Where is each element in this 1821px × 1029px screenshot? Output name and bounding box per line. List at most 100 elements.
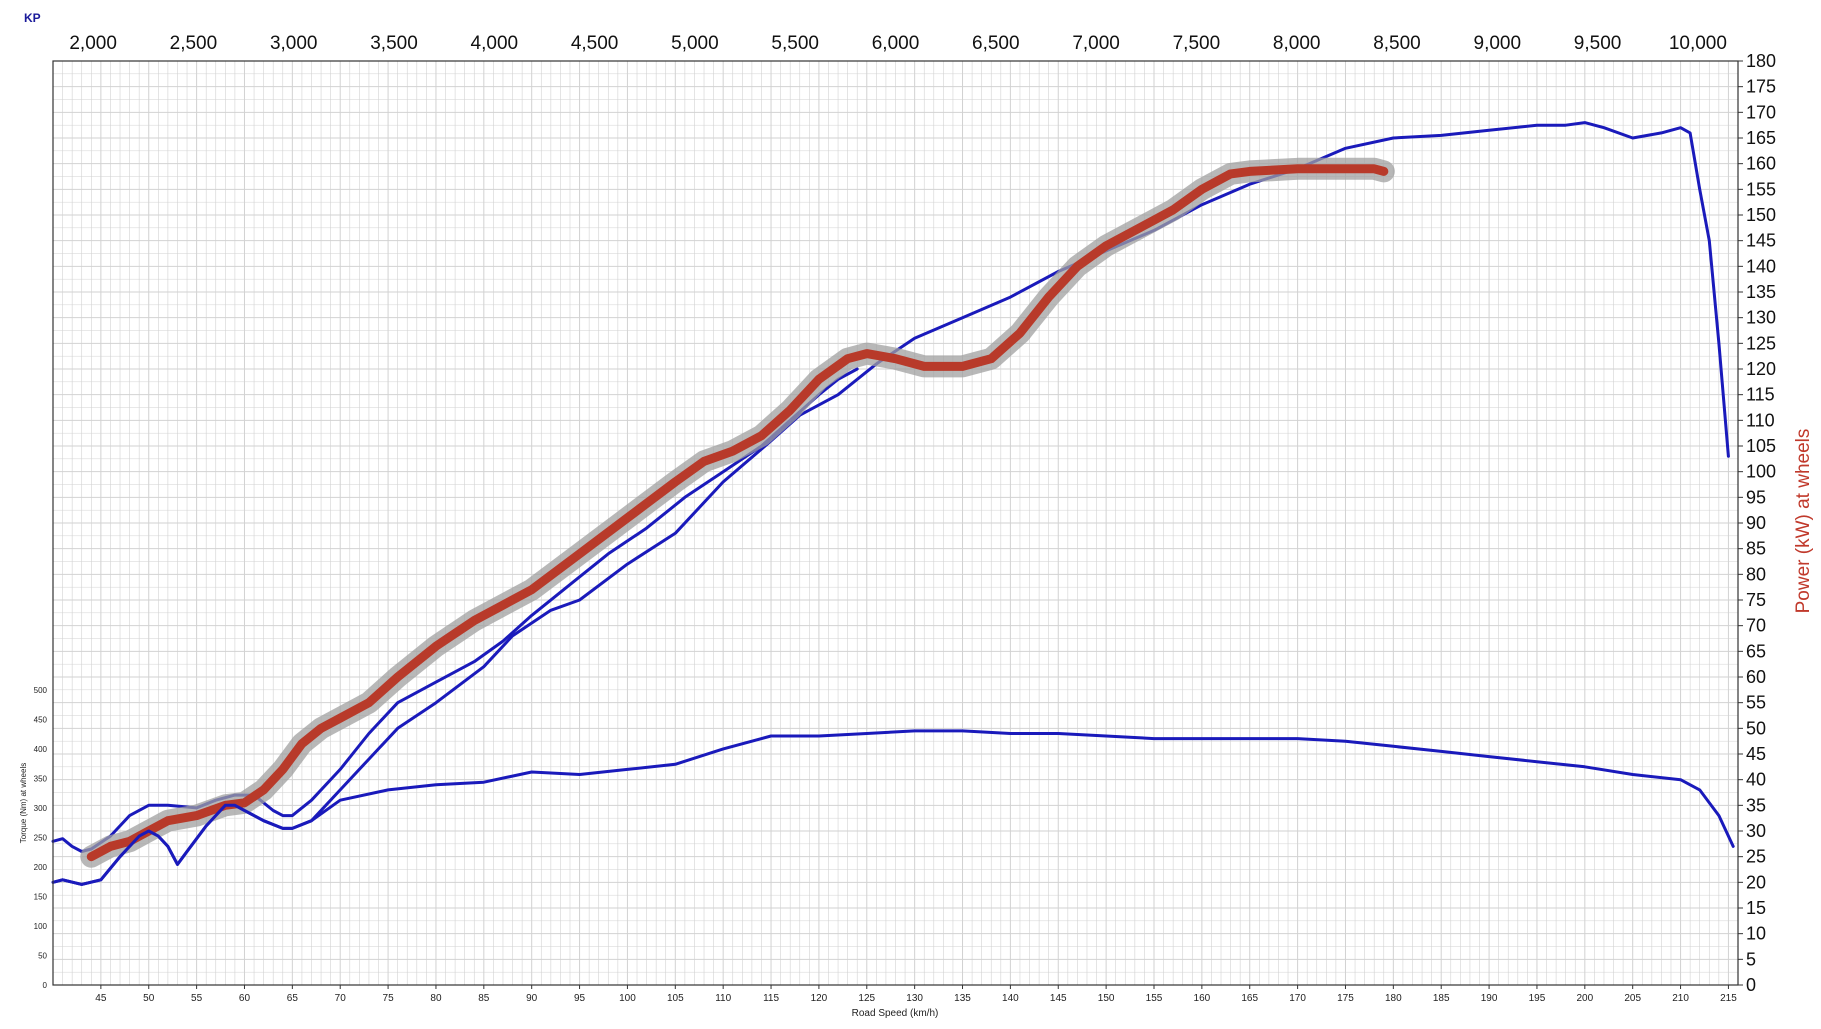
power-tick-label: 85 <box>1746 539 1766 559</box>
speed-tick-label: 185 <box>1433 993 1450 1004</box>
rpm-tick-label: 7,000 <box>1072 33 1120 54</box>
speed-tick-label: 145 <box>1050 993 1067 1004</box>
torque-tick-label: 0 <box>43 981 48 990</box>
speed-tick-label: 115 <box>763 993 779 1004</box>
torque-tick-label: 50 <box>38 952 47 961</box>
speed-tick-label: 130 <box>906 993 923 1004</box>
power-tick-label: 140 <box>1746 256 1776 276</box>
power-tick-label: 125 <box>1746 333 1776 353</box>
power-tick-label: 160 <box>1746 154 1776 174</box>
speed-tick-label: 60 <box>239 993 251 1004</box>
speed-tick-label: 70 <box>335 993 347 1004</box>
speed-tick-label: 110 <box>715 993 731 1004</box>
rpm-tick-label: 2,000 <box>69 33 117 54</box>
corner-label: KP <box>24 11 41 25</box>
power-tick-label: 120 <box>1746 359 1776 379</box>
rpm-tick-label: 10,000 <box>1669 33 1727 54</box>
torque-tick-label: 150 <box>34 893 48 902</box>
speed-axis: 45 50 55 60 65 70 75 80 85 90 95 100 105 110 115 120 125… <box>95 985 1737 1004</box>
torque-axis: 0 50 100 150 200 250 300 350 400 450 500 <box>34 686 48 990</box>
rpm-tick-label: 4,500 <box>571 33 619 54</box>
speed-tick-label: 150 <box>1098 993 1115 1004</box>
torque-tick-label: 350 <box>34 775 48 784</box>
power-tick-label: 10 <box>1746 924 1766 944</box>
rpm-tick-label: 8,000 <box>1273 33 1321 54</box>
power-tick-label: 30 <box>1746 821 1766 841</box>
power-tick-label: 60 <box>1746 667 1766 687</box>
speed-tick-label: 215 <box>1720 993 1737 1004</box>
series-1-line <box>51 367 859 853</box>
speed-tick-label: 190 <box>1481 993 1498 1004</box>
rpm-tick-label: 6,000 <box>872 33 920 54</box>
power-tick-label: 45 <box>1746 744 1766 764</box>
speed-tick-label: 180 <box>1385 993 1402 1004</box>
power-tick-label: 0 <box>1746 975 1756 995</box>
power-tick-label: 35 <box>1746 795 1766 815</box>
speed-tick-label: 210 <box>1672 993 1689 1004</box>
rpm-tick-label: 2,500 <box>170 33 218 54</box>
x-axis-label: Road Speed (km/h) <box>852 1008 939 1019</box>
rpm-tick-label: 9,500 <box>1574 33 1622 54</box>
rpm-tick-label: 6,500 <box>972 33 1020 54</box>
speed-tick-label: 100 <box>619 993 636 1004</box>
rpm-tick-label: 4,000 <box>471 33 519 54</box>
torque-tick-label: 250 <box>34 834 48 843</box>
power-tick-label: 5 <box>1746 949 1756 969</box>
speed-tick-label: 55 <box>191 993 203 1004</box>
power-tick-label: 90 <box>1746 513 1766 533</box>
rpm-tick-label: 5,500 <box>771 33 819 54</box>
speed-tick-label: 125 <box>858 993 875 1004</box>
speed-tick-label: 155 <box>1146 993 1163 1004</box>
power-tick-label: 175 <box>1746 77 1776 97</box>
rpm-tick-label: 3,500 <box>370 33 418 54</box>
speed-tick-label: 175 <box>1337 993 1354 1004</box>
speed-tick-label: 195 <box>1529 993 1546 1004</box>
rpm-tick-label: 5,000 <box>671 33 719 54</box>
power-tick-label: 100 <box>1746 462 1776 482</box>
power-tick-label: 15 <box>1746 898 1766 918</box>
torque-tick-label: 400 <box>34 745 48 754</box>
power-tick-label: 70 <box>1746 616 1766 636</box>
speed-tick-label: 45 <box>95 993 107 1004</box>
plot-lines <box>51 121 1735 886</box>
power-tick-label: 150 <box>1746 205 1776 225</box>
rpm-tick-label: 8,500 <box>1373 33 1421 54</box>
speed-tick-label: 90 <box>526 993 538 1004</box>
rpm-tick-label: 7,500 <box>1173 33 1221 54</box>
power-tick-label: 145 <box>1746 231 1776 251</box>
speed-tick-label: 170 <box>1289 993 1306 1004</box>
speed-tick-label: 120 <box>811 993 828 1004</box>
rpm-axis: 2,000 2,500 3,000 3,500 4,000 4,500 5,000 5,500… <box>69 33 1727 54</box>
power-tick-label: 80 <box>1746 564 1766 584</box>
speed-tick-label: 205 <box>1624 993 1641 1004</box>
torque-tick-label: 450 <box>34 716 48 725</box>
power-tick-label: 165 <box>1746 128 1776 148</box>
power-axis: 0 5 10 15 20 25 30 35 40 45 50 55 60 65 70 75 80 85 90 95 10… <box>1738 51 1776 995</box>
power-tick-label: 180 <box>1746 51 1776 71</box>
speed-tick-label: 85 <box>478 993 490 1004</box>
power-tick-label: 115 <box>1746 385 1775 405</box>
torque-axis-label: Torque (Nm) at wheels <box>19 763 28 843</box>
speed-tick-label: 165 <box>1241 993 1258 1004</box>
speed-tick-label: 135 <box>954 993 971 1004</box>
speed-tick-label: 200 <box>1576 993 1593 1004</box>
series-2-line <box>86 164 1389 862</box>
rpm-tick-label: 3,000 <box>270 33 318 54</box>
torque-tick-label: 100 <box>34 922 48 931</box>
power-tick-label: 170 <box>1746 102 1776 122</box>
speed-tick-label: 140 <box>1002 993 1019 1004</box>
power-tick-label: 20 <box>1746 872 1766 892</box>
torque-tick-label: 500 <box>34 686 48 695</box>
power-tick-label: 55 <box>1746 693 1766 713</box>
power-tick-label: 50 <box>1746 718 1766 738</box>
torque-tick-label: 200 <box>34 863 48 872</box>
power-tick-label: 130 <box>1746 308 1776 328</box>
power-tick-label: 110 <box>1746 410 1775 430</box>
series-3-line <box>51 729 1735 886</box>
speed-tick-label: 65 <box>287 993 299 1004</box>
speed-tick-label: 160 <box>1194 993 1211 1004</box>
power-tick-label: 155 <box>1746 179 1776 199</box>
